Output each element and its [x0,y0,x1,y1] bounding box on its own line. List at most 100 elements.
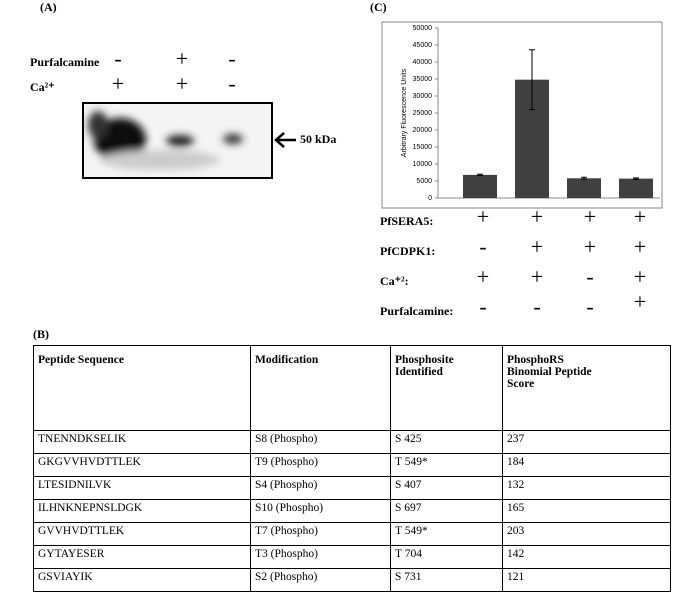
table-cell: S8 (Phospho) [250,430,391,454]
table-cell: S 407 [390,476,503,500]
bar [463,174,497,198]
sign: + [634,204,646,229]
bar [619,178,653,198]
table-cell: TNENNDKSELIK [33,430,251,454]
row-label: Ca²⁺ [30,80,55,94]
header-text: PhosphoRS Binomial Peptide Score [507,354,592,390]
table-cell: GYTAYESER [33,545,251,569]
table-cell: 184 [502,453,671,477]
header-text: Peptide Sequence [38,354,124,366]
sign: + [634,264,646,289]
table-cell: T 549* [390,453,503,477]
sign: + [584,234,596,259]
table-cell: S10 (Phospho) [250,499,391,523]
table-cell: T 549* [390,522,503,546]
sign: + [477,204,489,229]
error-bar [581,176,587,180]
table-row: GYTAYESER T3 (Phospho) T 704 142 [33,545,671,569]
table-cell: 165 [502,499,671,523]
sign: + [634,234,646,259]
table-cell: S4 (Phospho) [250,476,391,500]
error-bar [477,173,483,177]
condition-label: PfSERA5: [380,214,433,228]
table-cell: S 425 [390,430,503,454]
panels-a-c: (A) 50 kDa (C) Arbitrary Fluorescence Un… [30,0,663,319]
table-cell: 132 [502,476,671,500]
header-text: Modification [255,354,319,366]
sign: - [586,264,593,289]
y-tick-label: 45000 [413,42,433,49]
bar [567,178,601,198]
table-cell: S 731 [390,568,503,592]
table-cell: GKGVVHVDTTLEK [33,453,251,477]
table-cell: T7 (Phospho) [250,522,391,546]
table: Peptide Sequence Modification Phosphosite … [33,345,671,592]
header-text: Phosphosite Identified [395,354,454,378]
sign: - [533,294,540,319]
y-tick-label: 0 [428,195,432,202]
header-row: Peptide Sequence Modification Phosphosite … [33,345,671,431]
sign: - [586,294,593,319]
sign: + [531,264,543,289]
condition-label: PfCDPK1: [380,244,435,258]
table-cell: GVVHVDTTLEK [33,522,251,546]
sign: + [531,204,543,229]
sign: + [477,264,489,289]
sign: + [531,234,543,259]
panel-label: (B) [33,327,49,341]
arrowhead [274,132,285,148]
table-row: ILHNKNEPNSLDGK S10 (Phospho) S 697 165 [33,499,671,523]
condition-label: Purfalcamine: [380,304,453,318]
table-cell: S 697 [390,499,503,523]
table-row: GKGVVHVDTTLEK T9 (Phospho) T 549* 184 [33,453,671,477]
table-row: LTESIDNILVK S4 (Phospho) S 407 132 [33,476,671,500]
table-cell: 237 [502,430,671,454]
sign: + [112,71,124,96]
y-tick-label: 40000 [413,59,433,66]
table-cell: T9 (Phospho) [250,453,391,477]
table-cell: 142 [502,545,671,569]
table-cell: T3 (Phospho) [250,545,391,569]
table-cell: LTESIDNILVK [33,476,251,500]
sign: - [479,234,486,259]
sign: - [114,46,121,71]
error-bar [633,177,639,180]
y-tick-label: 15000 [413,144,433,151]
table-row: GVVHVDTTLEK T7 (Phospho) T 549* 203 [33,522,671,546]
y-tick-label: 30000 [413,93,433,100]
table-cell: T 704 [390,545,503,569]
table-cell: 121 [502,568,671,592]
y-tick-label: 5000 [416,178,432,185]
error-bar [529,49,535,111]
header-cell: PhosphoRS Binomial Peptide Score [502,345,671,431]
y-tick-label: 35000 [413,76,433,83]
table-cell: ILHNKNEPNSLDGK [33,499,251,523]
header-cell: Phosphosite Identified [390,345,503,431]
y-tick-label: 10000 [413,161,433,168]
marker-label: 50 kDa [300,132,336,146]
sign: - [228,71,235,96]
table-cell: 203 [502,522,671,546]
sign: + [584,204,596,229]
table-row: TNENNDKSELIK S8 (Phospho) S 425 237 [33,430,671,454]
header-cell: Modification [250,345,391,431]
y-tick-label: 25000 [413,110,433,117]
panel-label: (A) [40,0,57,14]
sign: + [176,71,188,96]
sign: - [479,294,486,319]
table-row: GSVIAYIK S2 (Phospho) S 731 121 [33,568,671,592]
y-tick-label: 50000 [413,25,433,32]
table-cell: GSVIAYIK [33,568,251,592]
table-cell: S2 (Phospho) [250,568,391,592]
panel-label: (C) [370,0,387,14]
y-axis-label: Arbitrary Fluorescence Units [401,68,408,157]
sign: + [176,46,188,71]
sign: - [228,46,235,71]
header-cell: Peptide Sequence [33,345,251,431]
condition-label: Ca⁺²: [380,274,409,288]
sign: + [634,289,646,314]
row-label: Purfalcamine [30,55,100,69]
blot-bands [88,111,243,170]
chart-frame [381,21,663,209]
